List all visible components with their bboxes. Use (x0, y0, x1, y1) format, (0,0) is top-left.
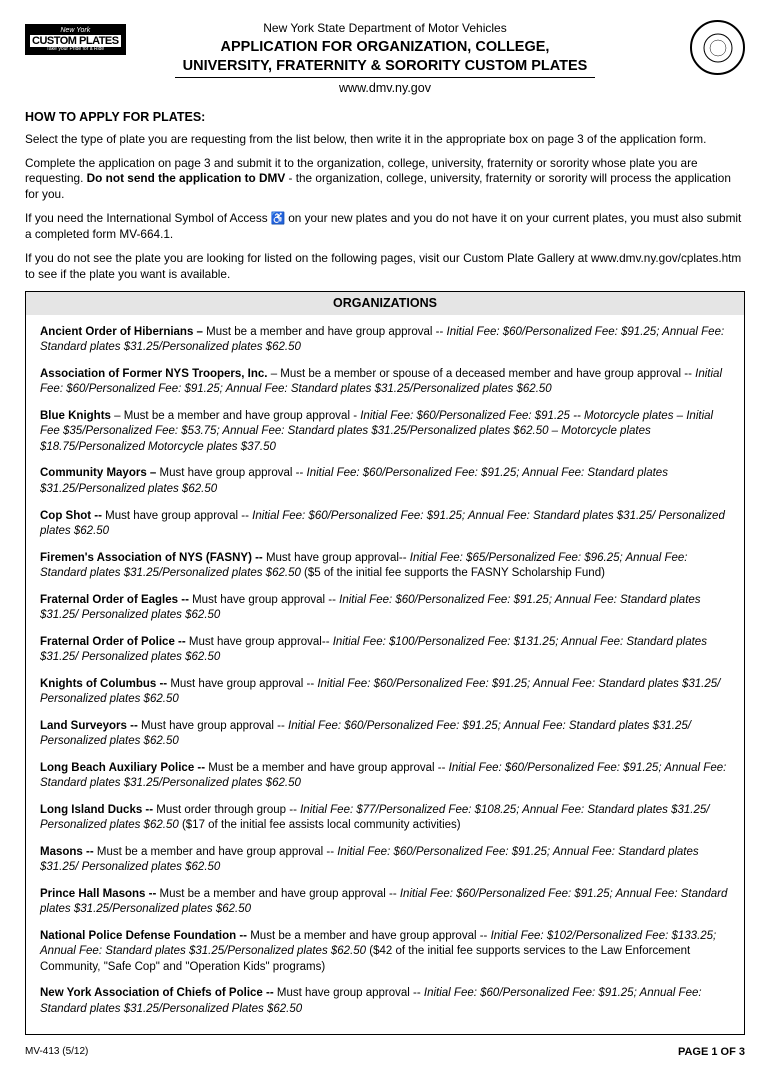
org-name: Firemen's Association of NYS (FASNY) -- (40, 552, 263, 564)
org-requirement: Must have group approval -- (167, 678, 317, 690)
org-requirement: Must order through group -- (153, 804, 300, 816)
org-requirement: Must have group approval-- (186, 636, 333, 648)
organization-entry: Community Mayors – Must have group appro… (40, 466, 730, 497)
org-requirement: Must have group approval -- (138, 720, 288, 732)
logo-title: CUSTOM PLATES (30, 35, 121, 47)
org-requirement: Must have group approval -- (274, 987, 424, 999)
instruction-para-4: If you do not see the plate you are look… (25, 251, 745, 283)
document-header: New York CUSTOM PLATES Take your Pride f… (25, 20, 745, 97)
org-note: ($17 of the initial fee assists local co… (179, 819, 461, 831)
org-name: National Police Defense Foundation -- (40, 930, 247, 942)
org-name: Prince Hall Masons -- (40, 888, 156, 900)
instruction-para-1: Select the type of plate you are request… (25, 132, 745, 148)
org-requirement: Must be a member and have group approval… (94, 846, 338, 858)
organizations-heading: ORGANIZATIONS (26, 292, 744, 315)
org-name: Association of Former NYS Troopers, Inc. (40, 368, 268, 380)
organization-entry: Masons -- Must be a member and have grou… (40, 845, 730, 876)
org-requirement: Must have group approval -- (156, 467, 306, 479)
organization-entry: Land Surveyors -- Must have group approv… (40, 719, 730, 750)
org-name: Ancient Order of Hibernians – (40, 326, 203, 338)
organization-entry: Prince Hall Masons -- Must be a member a… (40, 887, 730, 918)
org-requirement: Must be a member and have group approval… (156, 888, 400, 900)
org-name: Land Surveyors -- (40, 720, 138, 732)
organizations-section: ORGANIZATIONS Ancient Order of Hibernian… (25, 291, 745, 1035)
org-requirement: – Must be a member or spouse of a deceas… (268, 368, 696, 380)
org-requirement: Must have group approval -- (189, 594, 339, 606)
organization-entry: Long Island Ducks -- Must order through … (40, 803, 730, 834)
form-id: MV-413 (5/12) (25, 1045, 88, 1060)
organization-entry: Firemen's Association of NYS (FASNY) -- … (40, 551, 730, 582)
org-name: Long Island Ducks -- (40, 804, 153, 816)
do-not-send-warning: Do not send the application to DMV (87, 171, 286, 185)
org-requirement: Must be a member and have group approval… (203, 326, 447, 338)
instructions-block: Select the type of plate you are request… (25, 132, 745, 283)
org-requirement: Must be a member and have group approval… (205, 762, 449, 774)
organization-entry: New York Association of Chiefs of Police… (40, 986, 730, 1017)
form-title-line1: APPLICATION FOR ORGANIZATION, COLLEGE, (25, 38, 745, 57)
page-number: PAGE 1 OF 3 (678, 1045, 745, 1060)
org-name: Fraternal Order of Eagles -- (40, 594, 189, 606)
department-name: New York State Department of Motor Vehic… (25, 20, 745, 36)
org-requirement: – Must be a member and have group approv… (111, 410, 360, 422)
organization-entry: Long Beach Auxiliary Police -- Must be a… (40, 761, 730, 792)
custom-plates-logo: New York CUSTOM PLATES Take your Pride f… (25, 24, 126, 55)
how-to-apply-heading: HOW TO APPLY FOR PLATES: (25, 109, 745, 126)
organization-entry: Association of Former NYS Troopers, Inc.… (40, 367, 730, 398)
form-title-line2: UNIVERSITY, FRATERNITY & SORORITY CUSTOM… (175, 57, 596, 78)
org-name: Community Mayors – (40, 467, 156, 479)
org-name: Fraternal Order of Police -- (40, 636, 186, 648)
organization-entry: Fraternal Order of Eagles -- Must have g… (40, 593, 730, 624)
org-name: Blue Knights (40, 410, 111, 422)
org-note: ($5 of the initial fee supports the FASN… (301, 567, 605, 579)
website-url: www.dmv.ny.gov (25, 80, 745, 97)
organization-entry: Blue Knights – Must be a member and have… (40, 409, 730, 456)
org-name: Long Beach Auxiliary Police -- (40, 762, 205, 774)
organization-entry: Ancient Order of Hibernians – Must be a … (40, 325, 730, 356)
organizations-list: Ancient Order of Hibernians – Must be a … (26, 325, 744, 1018)
org-requirement: Must have group approval -- (102, 510, 252, 522)
organization-entry: Fraternal Order of Police -- Must have g… (40, 635, 730, 666)
org-name: Cop Shot -- (40, 510, 102, 522)
nys-seal-icon (690, 20, 745, 75)
org-requirement: Must have group approval-- (263, 552, 410, 564)
organization-entry: Knights of Columbus -- Must have group a… (40, 677, 730, 708)
logo-state: New York (30, 27, 121, 35)
instruction-para-3: If you need the International Symbol of … (25, 211, 745, 243)
page-footer: MV-413 (5/12) PAGE 1 OF 3 (25, 1045, 745, 1060)
organization-entry: Cop Shot -- Must have group approval -- … (40, 509, 730, 540)
org-name: New York Association of Chiefs of Police… (40, 987, 274, 999)
org-requirement: Must be a member and have group approval… (247, 930, 491, 942)
wheelchair-icon: ♿ (271, 211, 285, 227)
instruction-para-2: Complete the application on page 3 and s… (25, 156, 745, 204)
organization-entry: National Police Defense Foundation -- Mu… (40, 929, 730, 976)
org-name: Masons -- (40, 846, 94, 858)
logo-tagline: Take your Pride for a Ride (30, 47, 121, 53)
org-name: Knights of Columbus -- (40, 678, 167, 690)
